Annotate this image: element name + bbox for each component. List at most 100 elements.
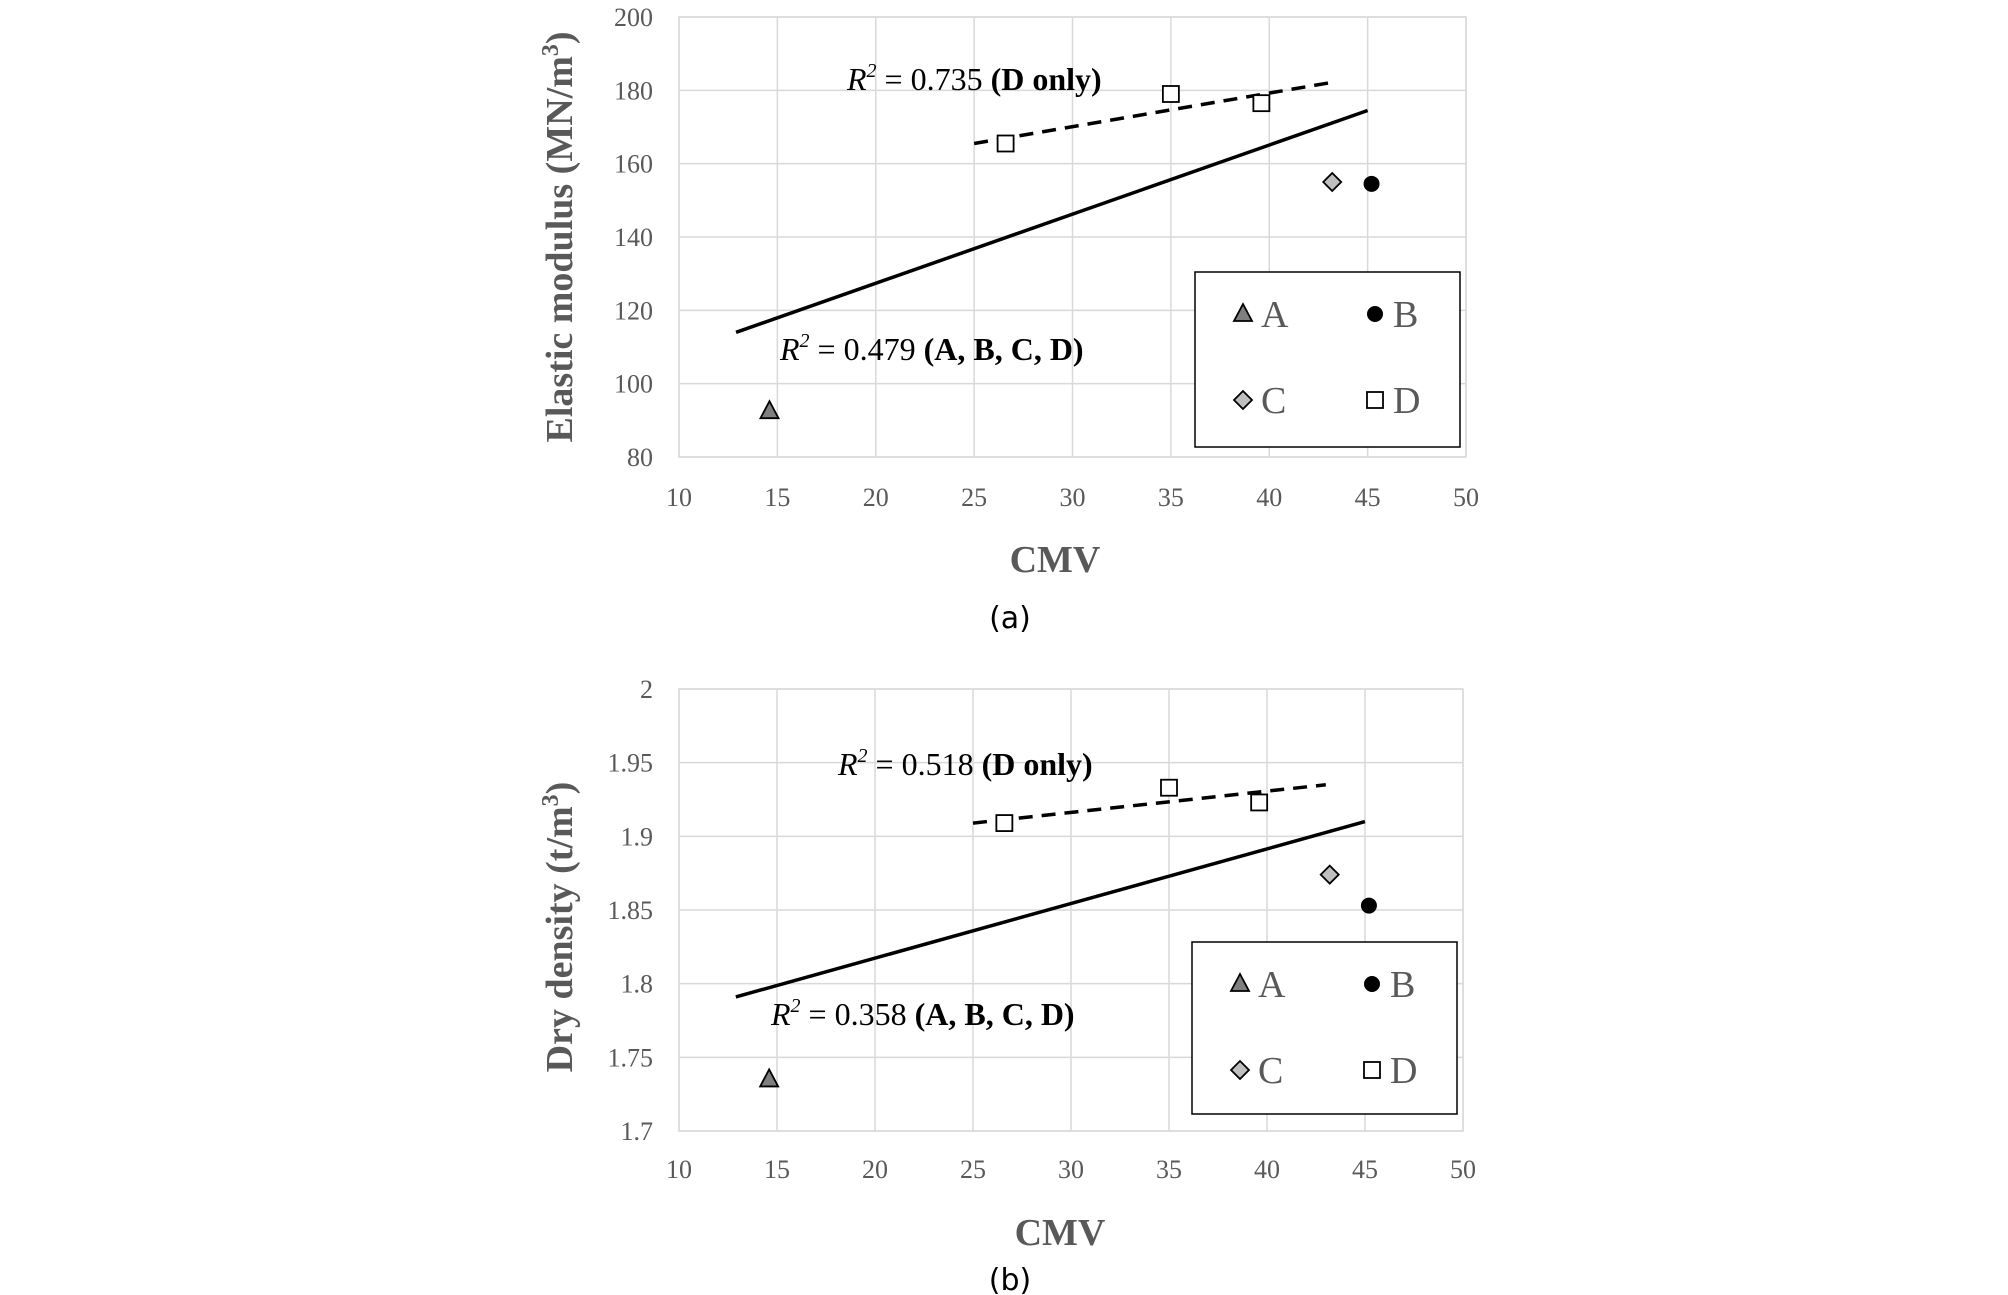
r2-annotation-d-only: R2 = 0.518 (D only) [837, 745, 1093, 782]
trendline-d-only [973, 81, 1329, 146]
data-point-d [995, 814, 1014, 832]
data-point-a [759, 399, 780, 420]
r2-group: (A, B, C, D) [924, 331, 1084, 367]
y-tick-label: 1.75 [608, 1043, 654, 1072]
r-superscript: 2 [800, 330, 810, 352]
y-axis-title: Dry density (t/m3) [538, 782, 581, 1073]
data-point-c [1319, 864, 1340, 885]
x-tick-label: 45 [1352, 1155, 1378, 1184]
y-axis-title: Elastic modulus (MN/m3) [538, 31, 581, 442]
panel-label: (a) [989, 601, 1031, 636]
r2-group: (D only) [991, 61, 1102, 97]
legend-marker-b [1367, 306, 1383, 322]
y-tick-label: 1.7 [621, 1117, 654, 1146]
legend-box [1194, 271, 1461, 448]
legend: A B C D [1191, 941, 1458, 1115]
data-point-d [1252, 94, 1271, 113]
legend-label-d: D [1390, 1050, 1417, 1092]
y-tick-label: 80 [627, 443, 653, 472]
x-tick-label: 45 [1355, 483, 1381, 512]
r-symbol: R [779, 331, 800, 367]
r-symbol: R [846, 61, 867, 97]
x-tick-label: 10 [666, 1155, 692, 1184]
x-tick-label: 35 [1158, 483, 1184, 512]
legend-marker-b [1364, 976, 1380, 992]
y-tick-label: 2 [640, 675, 653, 704]
chart-panel-b: 10 15 20 25 30 35 40 45 50 1.7 1.75 1.8 1.85 1.9 1.95 2… [538, 675, 1476, 1295]
r2-value: = 0.518 [868, 746, 982, 782]
legend-label-d: D [1393, 380, 1420, 422]
x-axis-title: CMV [1015, 1212, 1106, 1254]
x-tick-label: 50 [1450, 1155, 1476, 1184]
trendline-all [735, 819, 1366, 999]
legend: A B C D [1194, 271, 1461, 448]
y-tick-label: 1.95 [608, 749, 654, 778]
y-tick-label: 120 [614, 296, 653, 325]
legend-marker-d [1366, 391, 1384, 409]
chart-panel-a: 10 15 20 25 30 35 40 45 5080100120140160180200R2… [538, 3, 1479, 636]
x-tick-label: 25 [961, 483, 987, 512]
legend-label-a: A [1261, 294, 1289, 336]
data-point-d [1161, 85, 1180, 103]
x-tick-label: 50 [1453, 483, 1479, 512]
r2-group: (D only) [982, 746, 1093, 782]
legend-label-a: A [1258, 964, 1286, 1006]
r-superscript: 2 [791, 995, 801, 1017]
r2-annotation-d-only: R2 = 0.735 (D only) [846, 60, 1102, 97]
data-point-d [996, 134, 1015, 153]
panel-label: (b) [989, 1263, 1031, 1295]
y-axis-title-sup: 3 [538, 794, 564, 806]
r-symbol: R [770, 996, 791, 1032]
legend-label-c: C [1261, 380, 1286, 422]
x-tick-label: 25 [960, 1155, 986, 1184]
r2-annotation-all: R2 = 0.479 (A, B, C, D) [779, 330, 1084, 367]
x-tick-label: 15 [764, 483, 790, 512]
trendline-d-only [972, 783, 1326, 825]
x-tick-label: 30 [1058, 1155, 1084, 1184]
r2-value: = 0.735 [877, 61, 991, 97]
x-tick-label: 30 [1060, 483, 1086, 512]
x-tick-label: 40 [1256, 483, 1282, 512]
r2-value: = 0.358 [801, 996, 915, 1032]
data-point-a [758, 1067, 780, 1088]
data-point-d [1160, 778, 1178, 797]
x-tick-label: 20 [863, 483, 889, 512]
r-superscript: 2 [867, 60, 877, 82]
legend-marker-d [1363, 1061, 1381, 1079]
legend-label-b: B [1390, 964, 1415, 1006]
y-tick-label: 140 [614, 223, 653, 252]
x-tick-label: 10 [666, 483, 692, 512]
y-tick-label: 160 [614, 150, 653, 179]
y-tick-label: 1.8 [621, 970, 654, 999]
trendline-all [735, 108, 1369, 334]
y-tick-label: 1.9 [621, 822, 654, 851]
y-axis-title-close: ) [539, 31, 581, 44]
x-tick-label: 40 [1254, 1155, 1280, 1184]
y-axis-title-main: Dry density (t/m [539, 806, 581, 1072]
legend-box [1191, 941, 1458, 1115]
data-point-b [1360, 897, 1377, 914]
data-point-b [1363, 175, 1380, 192]
y-tick-label: 180 [614, 76, 653, 105]
x-tick-label: 20 [862, 1155, 888, 1184]
y-axis-title-main: Elastic modulus (MN/m [539, 56, 581, 442]
r2-group: (A, B, C, D) [915, 996, 1075, 1032]
x-tick-label: 15 [764, 1155, 790, 1184]
data-point-c [1321, 171, 1343, 193]
legend-marker-a [1232, 302, 1254, 322]
legend-label-c: C [1258, 1050, 1283, 1092]
data-point-d [1250, 793, 1269, 812]
y-axis-title-sup: 3 [538, 44, 564, 56]
y-tick-label: 100 [614, 370, 653, 399]
r2-annotation-all: R2 = 0.358 (A, B, C, D) [770, 995, 1075, 1032]
r-symbol: R [837, 746, 858, 782]
legend-label-b: B [1393, 294, 1418, 336]
x-tick-label: 35 [1156, 1155, 1182, 1184]
y-tick-label: 200 [614, 3, 653, 32]
x-axis-title: CMV [1010, 539, 1101, 581]
y-tick-label: 1.85 [608, 896, 654, 925]
legend-marker-c [1229, 1059, 1251, 1081]
r-superscript: 2 [858, 745, 868, 767]
r2-value: = 0.479 [810, 331, 924, 367]
